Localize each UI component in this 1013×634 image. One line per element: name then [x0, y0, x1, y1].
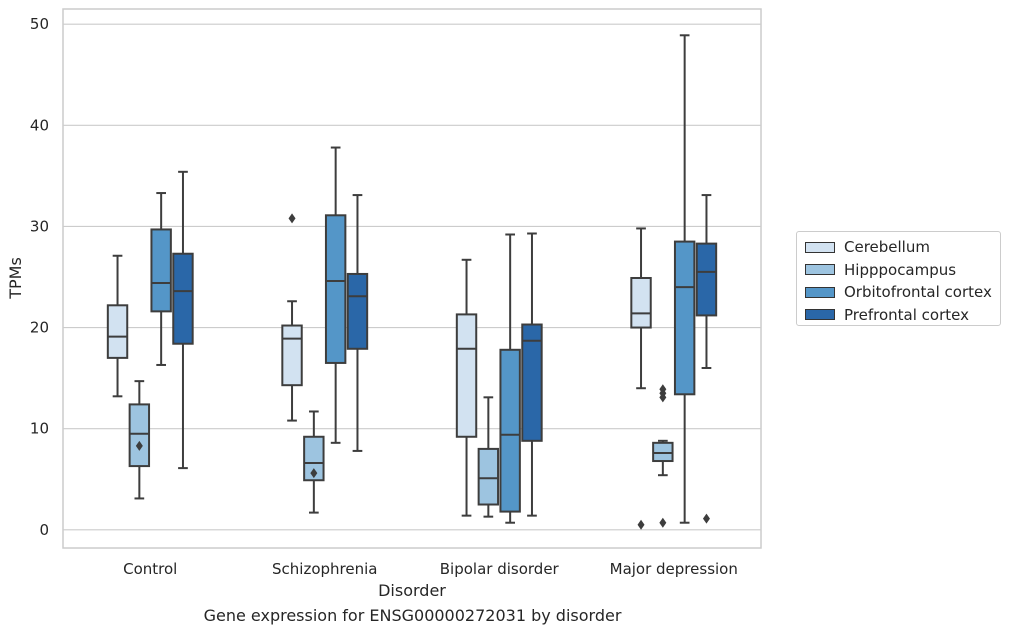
legend: Cerebellum Hipppocampus Orbitofrontal cort… — [796, 231, 1001, 326]
legend-label: Orbitofrontal cortex — [844, 283, 992, 302]
box-iqr — [128, 403, 151, 468]
box-iqr — [630, 276, 652, 329]
box-iqr — [499, 348, 521, 513]
box-iqr — [324, 214, 347, 364]
boxes — [106, 34, 718, 530]
box-iqr — [172, 252, 194, 345]
box-cerebellum-0 — [106, 254, 129, 398]
y-tick-label: 50 — [30, 15, 49, 33]
box-iqr — [477, 447, 500, 506]
box-orbitofrontal-cortex-2 — [499, 233, 521, 524]
y-tick-label: 10 — [30, 420, 49, 438]
box-iqr — [673, 240, 696, 396]
legend-item: Cerebellum — [805, 236, 992, 259]
box-prefrontal-cortex-2 — [521, 232, 543, 517]
legend-label: Hipppocampus — [844, 260, 957, 279]
legend-label: Prefrontal cortex — [844, 305, 969, 324]
box-iqr — [150, 228, 172, 313]
outlier-point — [135, 440, 143, 451]
box-iqr — [695, 242, 718, 317]
legend-swatch — [805, 241, 835, 253]
outlier-point — [659, 517, 667, 528]
box-prefrontal-cortex-1 — [346, 194, 369, 452]
box-hipppocampus-1 — [303, 410, 325, 514]
x-tick-label: Bipolar disorder — [440, 560, 560, 578]
legend-item: Hipppocampus — [805, 259, 992, 282]
y-tick-label: 20 — [30, 319, 49, 337]
legend-item: Orbitofrontal cortex — [805, 281, 992, 304]
box-cerebellum-2 — [455, 258, 478, 517]
box-hipppocampus-0 — [128, 380, 151, 500]
outlier-point — [637, 519, 645, 530]
box-iqr — [346, 272, 369, 350]
box-iqr — [521, 323, 543, 442]
box-cerebellum-1 — [281, 213, 303, 422]
x-axis-label: Disorder — [378, 581, 446, 600]
box-iqr — [281, 324, 303, 387]
legend-swatch — [805, 264, 835, 276]
y-axis-label: TPMs — [6, 257, 25, 300]
x-tick-label: Major depression — [610, 560, 738, 578]
legend-item: Prefrontal cortex — [805, 304, 992, 327]
x-tick-label: Schizophrenia — [272, 560, 377, 578]
outlier-point — [659, 384, 667, 395]
box-orbitofrontal-cortex-0 — [150, 192, 172, 366]
box-orbitofrontal-cortex-1 — [324, 146, 347, 444]
outlier-point — [702, 513, 710, 524]
y-tick-label: 0 — [39, 521, 49, 539]
box-prefrontal-cortex-3 — [695, 194, 718, 524]
legend-swatch — [805, 286, 835, 298]
box-hipppocampus-3 — [652, 384, 674, 528]
box-prefrontal-cortex-0 — [172, 170, 194, 470]
box-iqr — [455, 313, 478, 438]
outlier-point — [288, 213, 296, 224]
box-iqr — [303, 435, 325, 482]
box-cerebellum-3 — [630, 227, 652, 530]
box-orbitofrontal-cortex-3 — [673, 34, 696, 524]
chart-caption: Gene expression for ENSG00000272031 by d… — [203, 606, 622, 625]
legend-swatch — [805, 309, 835, 321]
box-iqr — [106, 304, 129, 359]
y-tick-label: 30 — [30, 217, 49, 235]
x-tick-label: Control — [123, 560, 177, 578]
box-iqr — [652, 441, 674, 463]
y-tick-label: 40 — [30, 116, 49, 134]
box-hipppocampus-2 — [477, 396, 500, 518]
outlier-point — [310, 468, 318, 479]
legend-label: Cerebellum — [844, 238, 930, 257]
x-tick-labels: Control Schizophrenia Bipolar disorder Majo… — [123, 560, 738, 578]
y-tick-labels: 0 10 20 30 40 50 — [30, 15, 49, 539]
